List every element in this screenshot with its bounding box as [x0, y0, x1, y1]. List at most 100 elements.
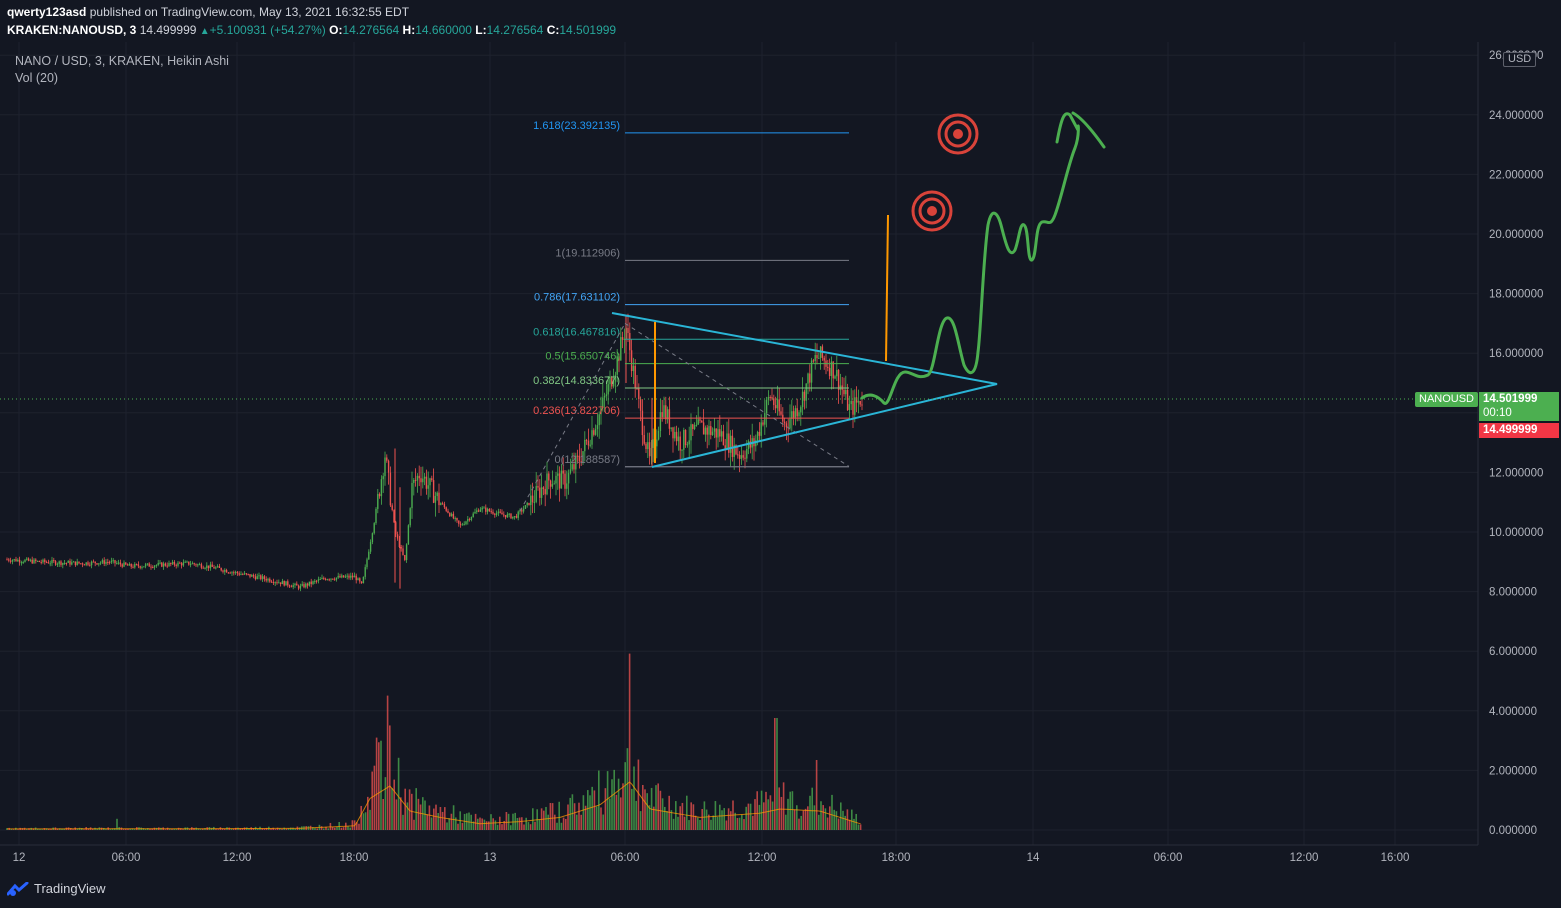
volume-bar: [92, 828, 94, 830]
candle-body: [222, 570, 224, 572]
candle-body: [27, 558, 30, 561]
candle-body: [582, 451, 584, 463]
candle-body: [47, 562, 50, 564]
candle-body: [209, 564, 212, 569]
volume-bar: [701, 809, 703, 830]
volume-bar: [175, 828, 178, 830]
candle-body: [377, 494, 379, 509]
volume-bar: [802, 810, 805, 830]
candle-body: [832, 361, 834, 379]
candle-body: [620, 337, 622, 361]
price-axis[interactable]: 0.000000 2.000000 4.000000 6.000000 8.000000…: [1477, 42, 1543, 845]
candle-body: [161, 562, 163, 567]
volume-bar: [48, 828, 50, 830]
volume-bar: [314, 828, 316, 830]
candle-body: [670, 427, 672, 429]
candle-body: [432, 480, 435, 503]
volume-bar: [173, 828, 175, 830]
candle-body: [589, 444, 591, 446]
volume-bar: [494, 820, 497, 830]
volume-bar: [430, 817, 433, 830]
volume-bar: [620, 797, 622, 830]
tradingview-brand[interactable]: TradingView: [7, 881, 106, 896]
candle-body: [720, 431, 723, 437]
y-tick-label: 12.000000: [1489, 467, 1543, 479]
volume-bar: [457, 823, 459, 830]
last-price-tag: 14.499999: [1479, 423, 1559, 438]
volume-bar: [551, 803, 554, 830]
candle-body: [13, 559, 15, 561]
candle-body: [612, 381, 615, 387]
candle-body: [747, 441, 750, 450]
candle-body: [465, 521, 467, 525]
candle-body: [549, 480, 552, 487]
candle-body: [627, 327, 629, 333]
candle-body: [252, 574, 255, 577]
volume-bar: [452, 805, 455, 830]
symbol-price-tag: NANOUSD: [1415, 392, 1479, 407]
candle-body: [645, 443, 647, 450]
candle-body: [134, 564, 136, 568]
candle-body: [425, 476, 428, 489]
candle-body: [269, 578, 271, 582]
candle-body: [647, 442, 649, 450]
time-axis[interactable]: 12 06:00 12:00 18:00 13 06:00 12:00 18:00 14 06:0…: [0, 844, 1478, 864]
volume-bar: [613, 769, 615, 830]
volume-bar: [395, 799, 398, 830]
low-value: 14.276564: [486, 23, 544, 37]
candle-body: [168, 562, 170, 567]
candle-body: [427, 485, 429, 489]
open-value: 14.276564: [342, 23, 400, 37]
candle-body: [123, 562, 125, 567]
y-tick-label: 10.000000: [1489, 527, 1543, 539]
volume-bar: [681, 802, 684, 830]
volume-indicator-label[interactable]: Vol (20): [15, 71, 59, 85]
volume-bar: [252, 828, 255, 830]
close-label: C:: [546, 23, 560, 37]
candle-body: [323, 577, 325, 579]
candle-body: [650, 447, 653, 457]
candle-body: [216, 566, 219, 568]
volume-bar: [756, 791, 758, 830]
bar-countdown: 00:10: [1479, 406, 1559, 421]
volume-bar: [637, 759, 640, 830]
candle-body: [393, 509, 395, 523]
volume-bar: [402, 814, 404, 830]
candle-body: [198, 564, 201, 566]
author-name[interactable]: qwerty123asd: [7, 5, 87, 19]
y-tick-label: 4.000000: [1489, 706, 1537, 718]
candle-body: [200, 564, 203, 568]
candle-body: [341, 575, 343, 578]
candle-body: [584, 439, 586, 452]
candle-body: [674, 431, 676, 439]
candle-body: [587, 440, 590, 446]
candle-body: [812, 360, 815, 362]
volume-bar: [716, 816, 719, 830]
volume-bar: [327, 828, 329, 830]
volume-bar: [727, 808, 730, 830]
volume-bar: [758, 804, 761, 830]
volume-bar: [393, 779, 395, 830]
y-tick-label: 0.000000: [1489, 825, 1537, 837]
candle-body: [128, 563, 131, 566]
candle-body: [413, 479, 415, 483]
candle-body: [89, 564, 91, 566]
volume-bar: [312, 827, 314, 830]
series-title[interactable]: NANO / USD, 3, KRAKEN, Heikin Ashi: [15, 54, 229, 68]
candle-body: [60, 561, 62, 565]
candle-body: [44, 559, 46, 562]
volume-bar: [844, 815, 846, 830]
volume-bar: [617, 778, 620, 830]
volume-bar: [270, 828, 272, 830]
candle-body: [652, 439, 654, 448]
user-drawings[interactable]: [0, 111, 1478, 512]
candle-body: [526, 502, 528, 506]
candle-body: [789, 418, 791, 429]
volume-bar: [859, 824, 862, 830]
fibonacci-retracement[interactable]: 1.618(23.392135) 1(19.112906) 0.786(17.631…: [533, 120, 849, 468]
candle-body: [71, 562, 73, 565]
candle-body: [107, 562, 109, 564]
close-value: 14.501999: [559, 23, 617, 37]
currency-label[interactable]: USD: [1503, 52, 1537, 67]
